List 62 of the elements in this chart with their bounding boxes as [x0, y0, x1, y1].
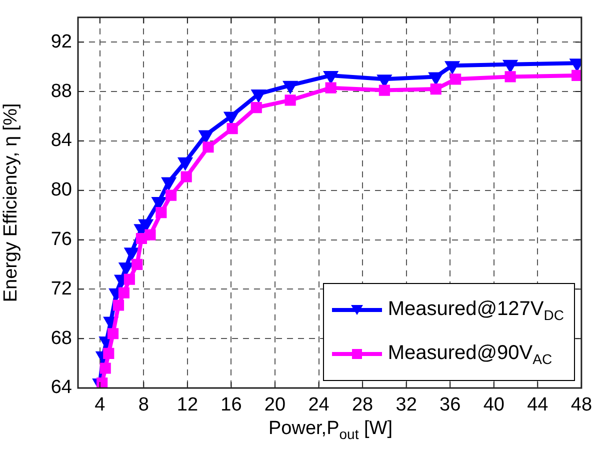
y-tick-label: 84 — [50, 130, 72, 152]
point — [136, 232, 148, 244]
point — [252, 89, 265, 101]
point — [120, 262, 132, 274]
point — [103, 348, 114, 359]
point — [284, 94, 296, 106]
point — [178, 157, 192, 169]
point — [378, 74, 391, 86]
point — [144, 229, 156, 240]
x-tick-label: 48 — [570, 394, 592, 416]
x-axis-title: Power,P$_{out}$ [W] — [267, 418, 394, 442]
point — [504, 60, 517, 72]
y-axis-title: Energy Efficiency, η [%] — [0, 103, 22, 302]
legend-label: Measured@127V$_{DC}$ — [388, 298, 564, 322]
point — [132, 258, 143, 270]
point — [124, 274, 135, 285]
y-tick-label: 68 — [50, 328, 72, 349]
point — [200, 130, 212, 142]
point — [112, 300, 124, 311]
x-tick-label: 24 — [308, 394, 330, 416]
x-tick-label: 32 — [396, 394, 417, 416]
point — [224, 112, 238, 124]
x-tick-label: 36 — [440, 394, 461, 416]
x-tick-label: 8 — [138, 394, 149, 416]
x-tick-label: 28 — [352, 394, 374, 416]
point — [156, 207, 167, 218]
point — [325, 82, 336, 94]
x-tick-label: 12 — [176, 394, 198, 416]
point — [118, 287, 130, 298]
y-tick-label: 80 — [50, 180, 72, 201]
point — [165, 190, 177, 201]
point — [100, 362, 111, 374]
point — [180, 171, 192, 182]
legend-label: Measured@90V$_{AC}$ — [388, 342, 552, 366]
point — [125, 248, 138, 260]
x-tick-label: 16 — [220, 394, 242, 416]
point — [162, 177, 176, 189]
point — [378, 84, 390, 96]
point — [450, 74, 462, 85]
x-tick-label: 40 — [483, 394, 504, 416]
y-tick-label: 72 — [50, 278, 72, 300]
y-tick-label: 88 — [50, 80, 72, 102]
point — [152, 196, 166, 208]
point — [202, 142, 214, 153]
point — [250, 102, 262, 114]
x-tick-label: 44 — [527, 394, 549, 416]
point — [96, 378, 108, 388]
point — [324, 70, 338, 82]
point — [430, 72, 442, 84]
point — [504, 71, 516, 82]
point — [430, 84, 442, 95]
point — [284, 80, 297, 92]
y-tick-label: 64 — [50, 377, 72, 398]
point — [107, 328, 119, 340]
x-tick-label: 4 — [94, 394, 106, 416]
point — [226, 123, 238, 134]
x-tick-label: 20 — [264, 394, 286, 416]
y-tick-label: 92 — [50, 31, 72, 52]
point — [140, 219, 152, 231]
point — [572, 70, 582, 81]
point — [446, 61, 459, 73]
y-tick-label: 76 — [50, 228, 72, 250]
